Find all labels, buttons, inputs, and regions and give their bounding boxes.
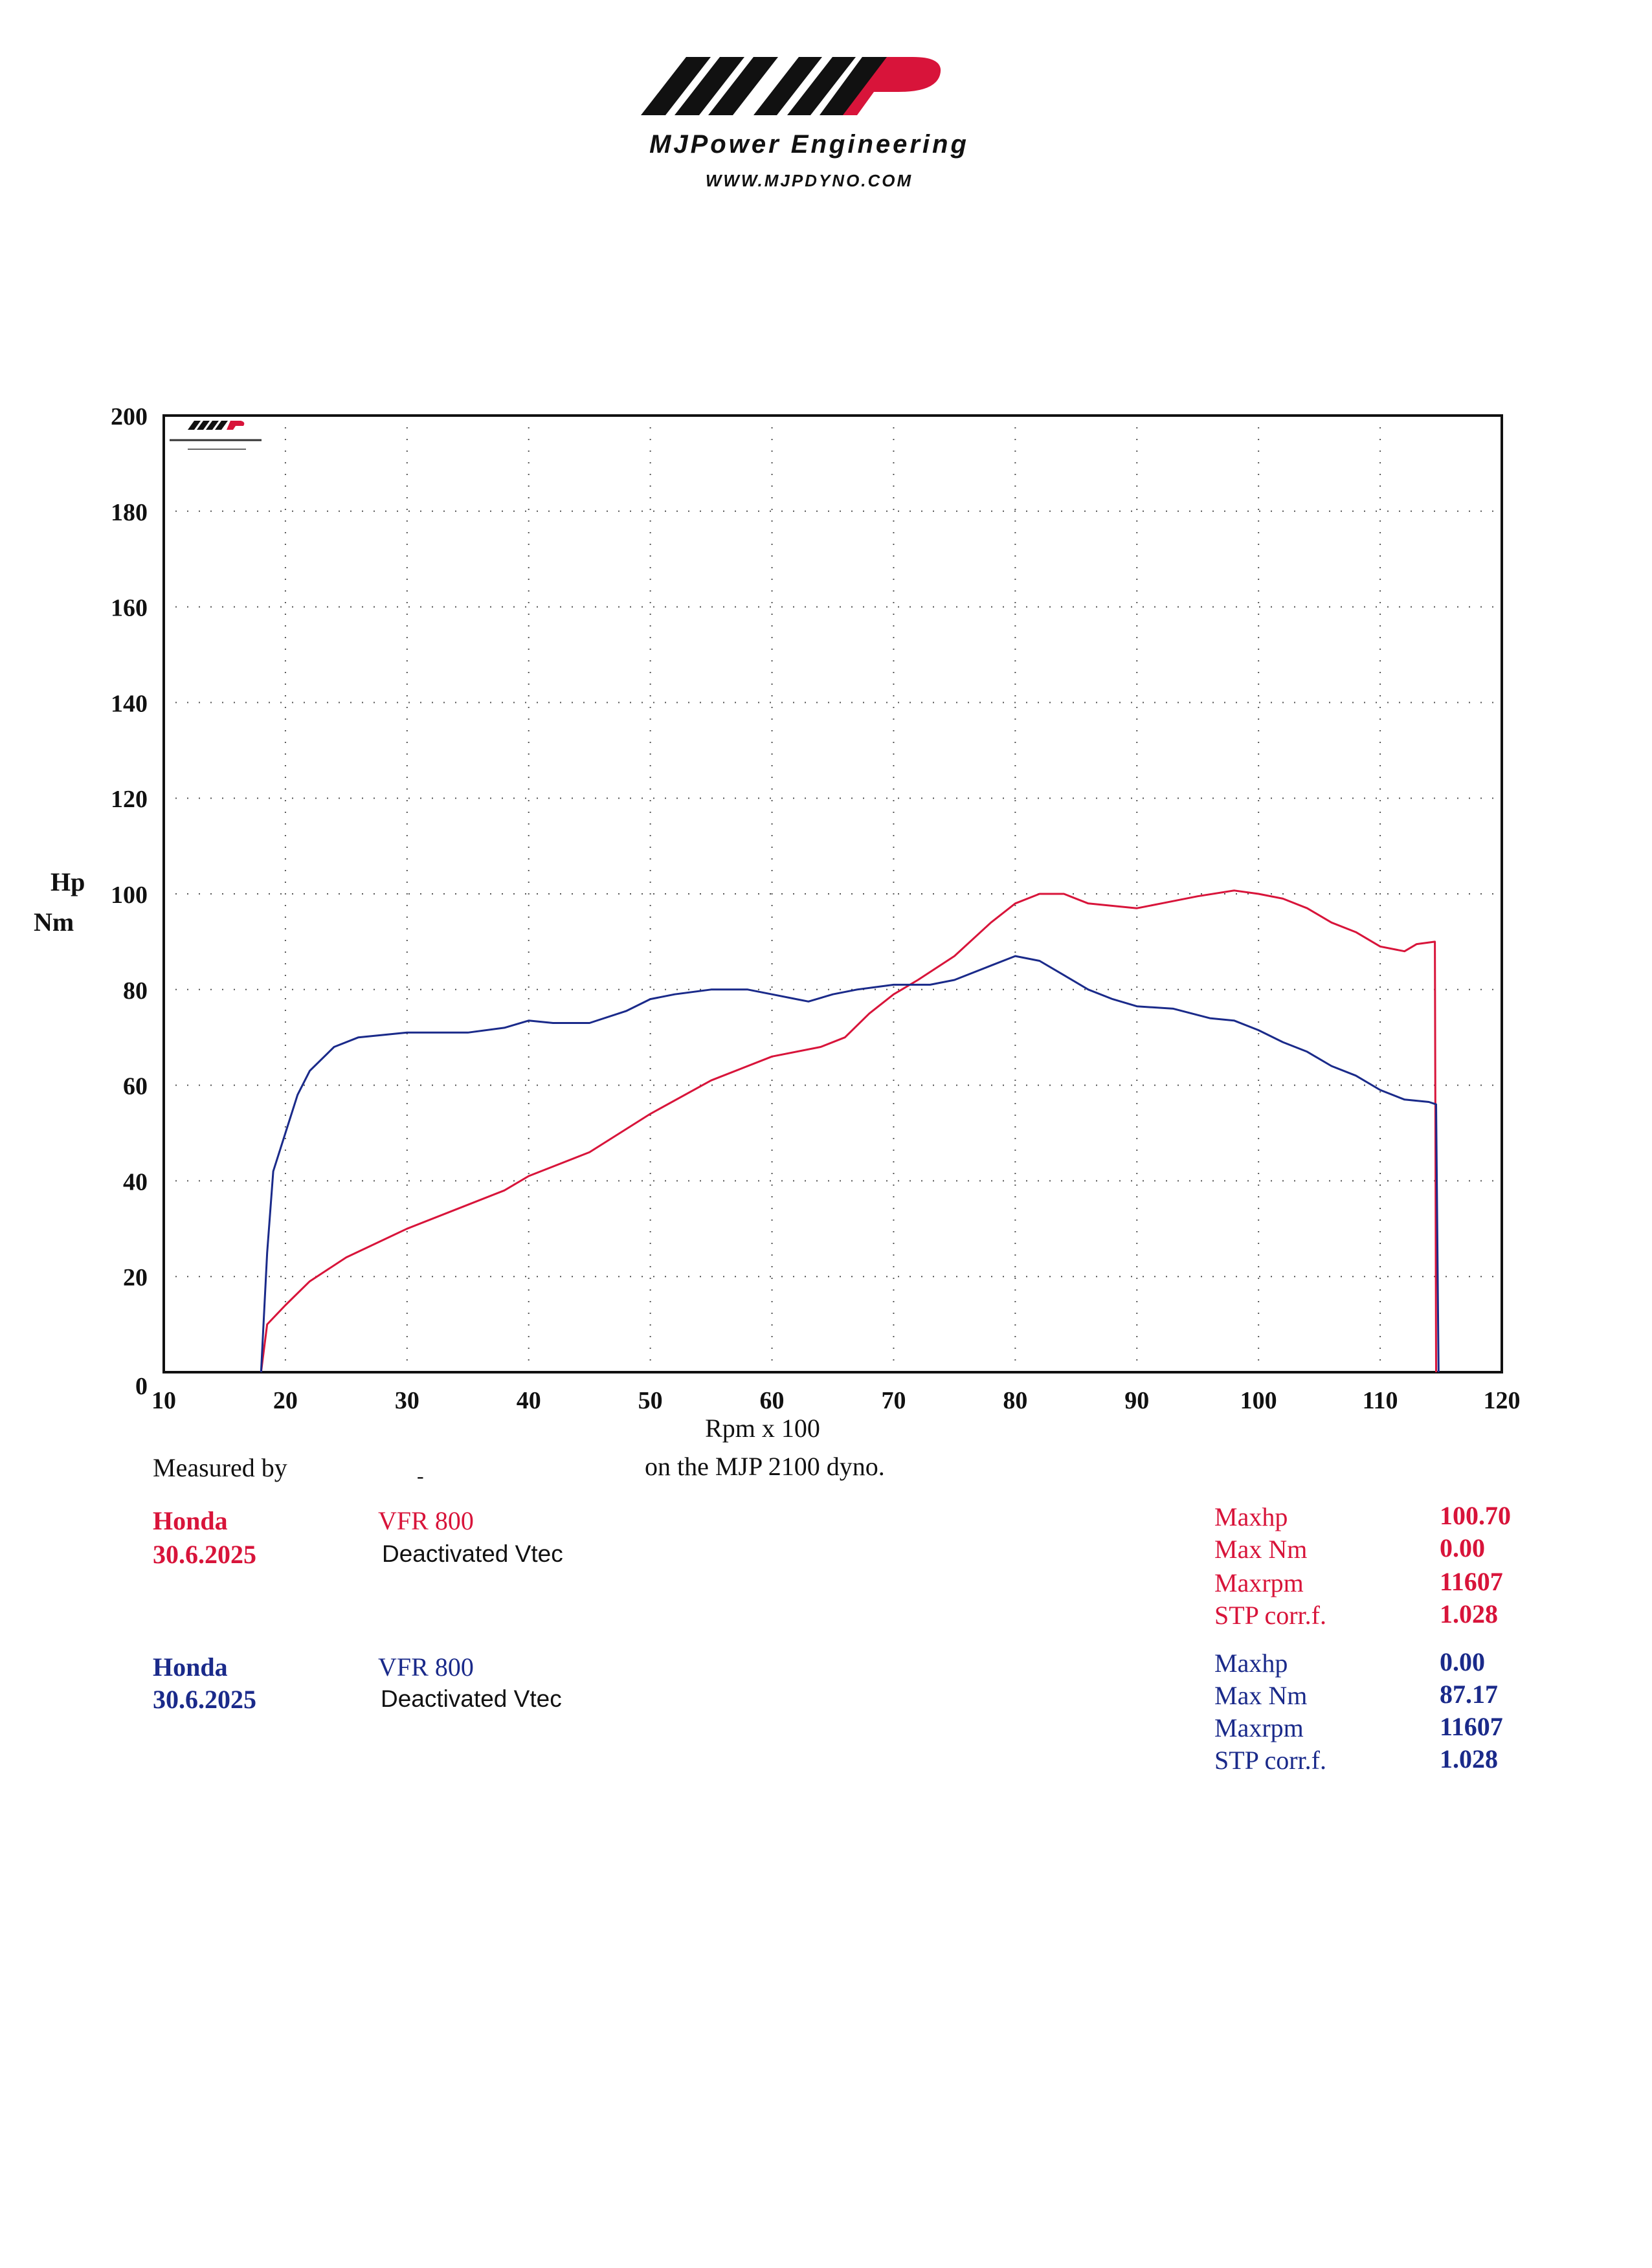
run-2-stat-value: 11607	[1440, 1712, 1503, 1741]
y-tick-label: 100	[111, 882, 148, 909]
measured-by-dash: -	[417, 1464, 424, 1487]
y-tick-label: 200	[111, 403, 148, 430]
x-tick-label: 10	[151, 1387, 176, 1414]
run-1-stat-value: 0.00	[1440, 1533, 1485, 1562]
y-tick-label: 180	[111, 499, 148, 526]
y-tick-label: 40	[123, 1168, 148, 1195]
run-2-model: VFR 800	[378, 1652, 474, 1682]
run-1-make: Honda	[153, 1506, 228, 1535]
x-tick-label: 30	[395, 1387, 419, 1414]
measured-by-label: Measured by	[153, 1453, 287, 1482]
x-tick-label: 70	[881, 1387, 906, 1414]
mjp-logo: MJPower Engineering WWW.MJPDYNO.COM	[641, 57, 969, 190]
dyno-text: on the MJP 2100 dyno.	[645, 1452, 885, 1481]
x-tick-label: 40	[517, 1387, 541, 1414]
run-1-note: Deactivated Vtec	[382, 1540, 563, 1567]
run-2-stat-value: 1.028	[1440, 1744, 1498, 1773]
run-1-stat-label: Maxrpm	[1214, 1568, 1304, 1597]
run-2-stat-value: 0.00	[1440, 1647, 1485, 1676]
run-1-stat-label: STP corr.f.	[1214, 1601, 1326, 1630]
x-tick-label: 110	[1363, 1387, 1398, 1414]
axis-ticks: 10 20 30 40 50 60 70 80 90 100 110 120 0 20 40 60 80 100 1…	[111, 403, 1521, 1414]
brand-website: WWW.MJPDYNO.COM	[706, 171, 913, 190]
run-2-stat-label: STP corr.f.	[1214, 1746, 1326, 1775]
run-2-note: Deactivated Vtec	[381, 1685, 562, 1712]
x-tick-label: 60	[760, 1387, 785, 1414]
plot-frame	[162, 414, 1503, 1373]
run-1-stat-value: 1.028	[1440, 1599, 1498, 1629]
x-tick-label: 120	[1484, 1387, 1521, 1414]
x-tick-label: 100	[1240, 1387, 1277, 1414]
run-1-stat-label: Maxhp	[1214, 1502, 1288, 1531]
y-tick-label: 160	[111, 595, 148, 622]
series-line-1	[260, 889, 1437, 1373]
plot-corner-logo	[170, 421, 262, 450]
grid	[164, 416, 1502, 1372]
y-axis-label-line1: Hp	[50, 867, 85, 896]
y-tick-label: 0	[135, 1373, 148, 1400]
run-1-stat-label: Max Nm	[1214, 1535, 1308, 1564]
run-1-stat-value: 11607	[1440, 1567, 1503, 1596]
dyno-chart: 10 20 30 40 50 60 70 80 90 100 110 120 0 20 40 60 80 100 1…	[34, 403, 1521, 1443]
y-tick-label: 140	[111, 690, 148, 717]
x-axis-label: Rpm x 100	[705, 1414, 820, 1443]
run-2-stat-label: Maxhp	[1214, 1649, 1288, 1678]
x-tick-label: 80	[1003, 1387, 1027, 1414]
series-line-2	[260, 955, 1440, 1373]
y-tick-label: 60	[123, 1073, 148, 1100]
y-tick-label: 80	[123, 977, 148, 1005]
run-1-model: VFR 800	[378, 1506, 474, 1535]
brand-name: MJPower Engineering	[649, 130, 969, 159]
run-2-date: 30.6.2025	[153, 1685, 256, 1714]
run-2-make: Honda	[153, 1652, 228, 1682]
series	[260, 889, 1440, 1373]
y-tick-label: 20	[123, 1264, 148, 1291]
y-axis-label-line2: Nm	[34, 907, 74, 937]
run-1-date: 30.6.2025	[153, 1540, 256, 1569]
x-tick-label: 90	[1124, 1387, 1149, 1414]
x-tick-label: 20	[273, 1387, 298, 1414]
run-2-stat-label: Maxrpm	[1214, 1713, 1304, 1742]
run-2-stat-label: Max Nm	[1214, 1681, 1308, 1710]
run-1-stat-value: 100.70	[1440, 1501, 1511, 1530]
x-tick-label: 50	[638, 1387, 663, 1414]
y-tick-label: 120	[111, 786, 148, 813]
logo-mark	[641, 57, 941, 115]
run-2-stat-value: 87.17	[1440, 1680, 1498, 1709]
